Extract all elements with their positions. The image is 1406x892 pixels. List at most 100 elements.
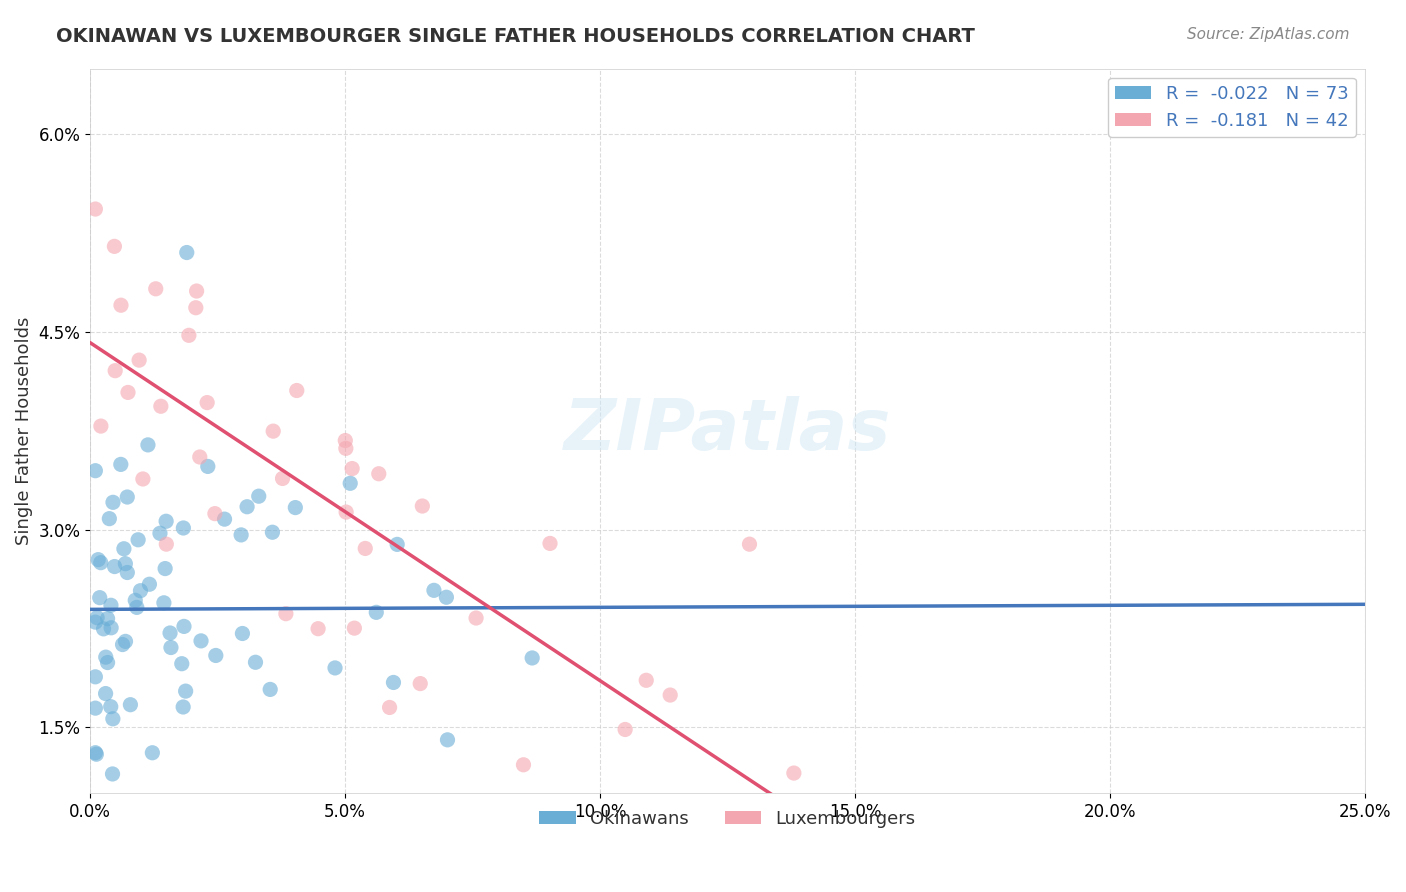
Text: OKINAWAN VS LUXEMBOURGER SINGLE FATHER HOUSEHOLDS CORRELATION CHART: OKINAWAN VS LUXEMBOURGER SINGLE FATHER H… [56,27,976,45]
Luxembourgers [103,239,125,253]
Okinawans [309,833,332,847]
Okinawans [382,675,405,690]
Okinawans [101,712,124,726]
Okinawans [522,651,544,665]
Okinawans [97,656,120,670]
Okinawans [155,514,177,528]
Okinawans [120,698,142,712]
Okinawans [100,699,122,714]
Okinawans [136,438,159,452]
Luxembourgers [84,202,107,216]
Okinawans [159,626,181,640]
Luxembourgers [512,757,534,772]
Okinawans [101,495,124,509]
Okinawans [84,670,107,684]
Okinawans [284,500,307,515]
Luxembourgers [104,364,127,378]
Okinawans [89,591,111,605]
Y-axis label: Single Father Households: Single Father Households [15,317,32,545]
Okinawans [86,610,108,624]
Okinawans [236,500,259,514]
Okinawans [214,512,236,526]
Luxembourgers [659,688,682,702]
Okinawans [117,852,139,866]
Okinawans [172,521,194,535]
Okinawans [173,619,195,633]
Luxembourgers [335,505,357,519]
Okinawans [111,638,134,652]
Luxembourgers [378,700,401,714]
Okinawans [245,655,267,669]
Okinawans [231,626,253,640]
Okinawans [434,591,457,605]
Luxembourgers [285,384,308,398]
Okinawans [176,245,198,260]
Okinawans [117,566,139,580]
Okinawans [97,612,120,626]
Okinawans [110,458,132,472]
Okinawans [117,490,139,504]
Luxembourgers [738,537,761,551]
Luxembourgers [195,395,218,409]
Okinawans [127,533,149,547]
Okinawans [141,746,163,760]
Luxembourgers [262,424,284,438]
Okinawans [153,596,176,610]
Luxembourgers [658,820,681,834]
Okinawans [112,541,135,556]
Luxembourgers [186,284,208,298]
Okinawans [197,459,219,474]
Luxembourgers [335,442,357,456]
Okinawans [93,622,115,636]
Luxembourgers [274,607,297,621]
Okinawans [84,615,107,629]
Okinawans [94,650,117,665]
Okinawans [87,552,110,566]
Okinawans [101,767,124,781]
Okinawans [172,700,194,714]
Okinawans [86,747,108,762]
Luxembourgers [90,419,112,434]
Luxembourgers [367,467,389,481]
Luxembourgers [145,282,167,296]
Okinawans [138,577,160,591]
Okinawans [153,561,176,575]
Okinawans [114,557,136,571]
Okinawans [423,583,446,598]
Okinawans [385,537,408,551]
Text: Source: ZipAtlas.com: Source: ZipAtlas.com [1187,27,1350,42]
Okinawans [84,464,107,478]
Luxembourgers [409,676,432,690]
Okinawans [366,605,388,619]
Luxembourgers [343,621,366,635]
Legend: Okinawans, Luxembourgers: Okinawans, Luxembourgers [533,803,922,835]
Okinawans [259,682,281,697]
Okinawans [149,526,172,541]
Okinawans [98,511,121,525]
Luxembourgers [354,541,377,556]
Okinawans [100,621,122,635]
Okinawans [247,489,270,503]
Okinawans [125,600,148,615]
Luxembourgers [636,673,658,688]
Luxembourgers [204,507,226,521]
Luxembourgers [188,450,211,464]
Okinawans [104,559,127,574]
Luxembourgers [271,471,294,485]
Luxembourgers [411,499,433,513]
Luxembourgers [783,766,806,780]
Okinawans [204,648,226,663]
Okinawans [100,599,122,613]
Okinawans [436,732,458,747]
Okinawans [90,556,112,570]
Luxembourgers [538,536,561,550]
Okinawans [229,528,252,542]
Luxembourgers [666,820,689,834]
Okinawans [94,687,117,701]
Okinawans [339,476,361,491]
Luxembourgers [110,298,132,312]
Text: ZIPatlas: ZIPatlas [564,396,891,466]
Okinawans [129,583,152,598]
Okinawans [262,525,284,540]
Okinawans [114,634,136,648]
